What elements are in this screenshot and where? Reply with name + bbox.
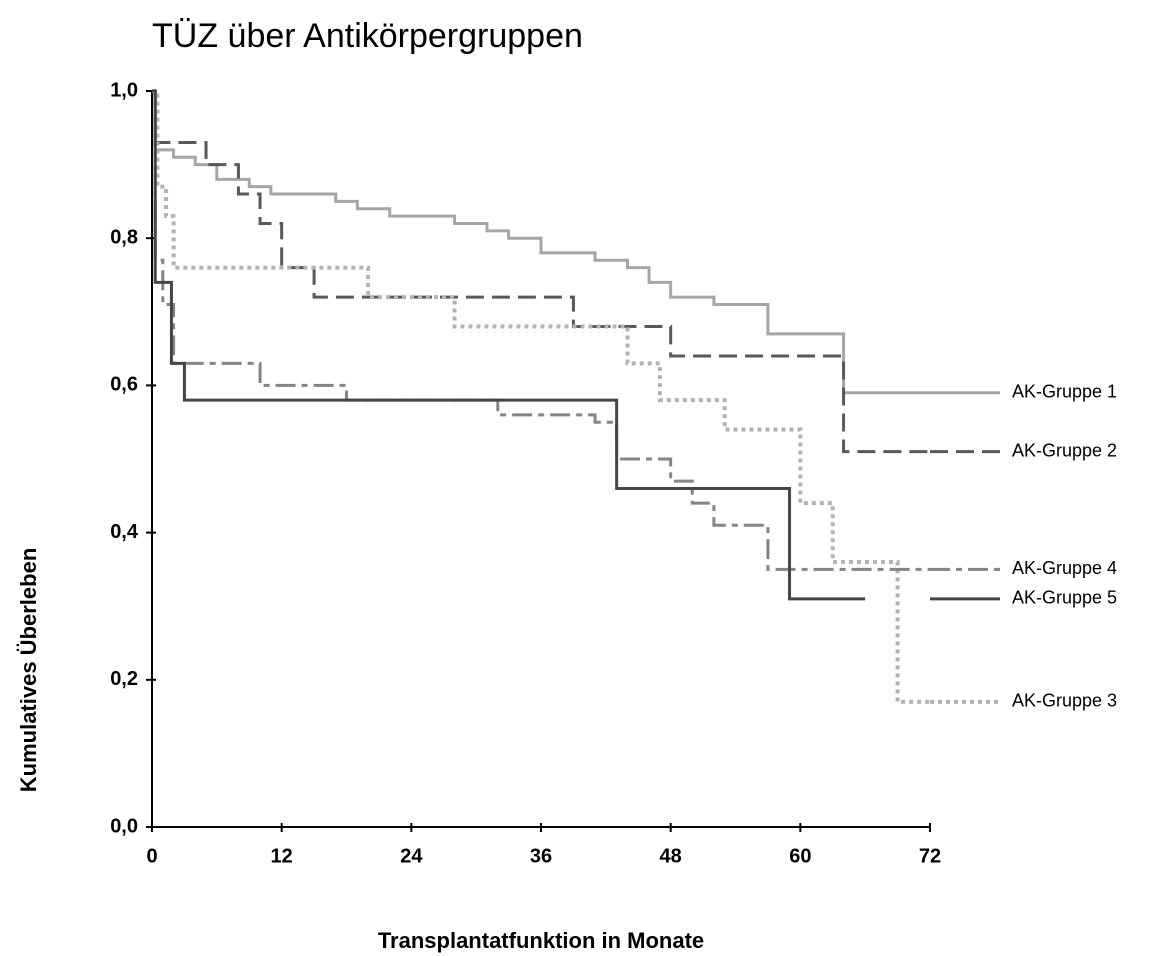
y-tick-label: 0,0 (110, 815, 138, 837)
survival-curve (152, 89, 930, 395)
legend-label: AK-Gruppe 1 (1012, 382, 1117, 402)
y-tick-label: 0,4 (110, 521, 139, 543)
x-tick-label: 72 (919, 845, 941, 867)
x-tick-label: 12 (271, 845, 293, 867)
legend-label: AK-Gruppe 4 (1012, 558, 1117, 578)
survival-curve (152, 89, 930, 454)
legend-label: AK-Gruppe 5 (1012, 588, 1117, 608)
legend-label: AK-Gruppe 2 (1012, 440, 1117, 460)
legend-label: AK-Gruppe 3 (1012, 691, 1117, 711)
x-tick-label: 60 (789, 845, 811, 867)
survival-curve (152, 89, 930, 704)
x-tick-label: 0 (146, 845, 157, 867)
y-tick-label: 0,8 (110, 226, 138, 248)
y-axis-label: Kumulatives Überleben (16, 548, 41, 793)
y-tick-label: 1,0 (110, 79, 138, 101)
survival-curve (152, 89, 866, 601)
x-tick-label: 24 (400, 845, 423, 867)
chart-title: TÜZ über Antikörpergruppen (152, 17, 583, 55)
x-tick-label: 48 (660, 845, 682, 867)
y-tick-label: 0,6 (110, 374, 138, 396)
survival-curve (152, 89, 930, 571)
y-tick-label: 0,2 (110, 668, 138, 690)
x-tick-label: 36 (530, 845, 552, 867)
x-axis-label: Transplantatfunktion in Monate (378, 928, 704, 953)
